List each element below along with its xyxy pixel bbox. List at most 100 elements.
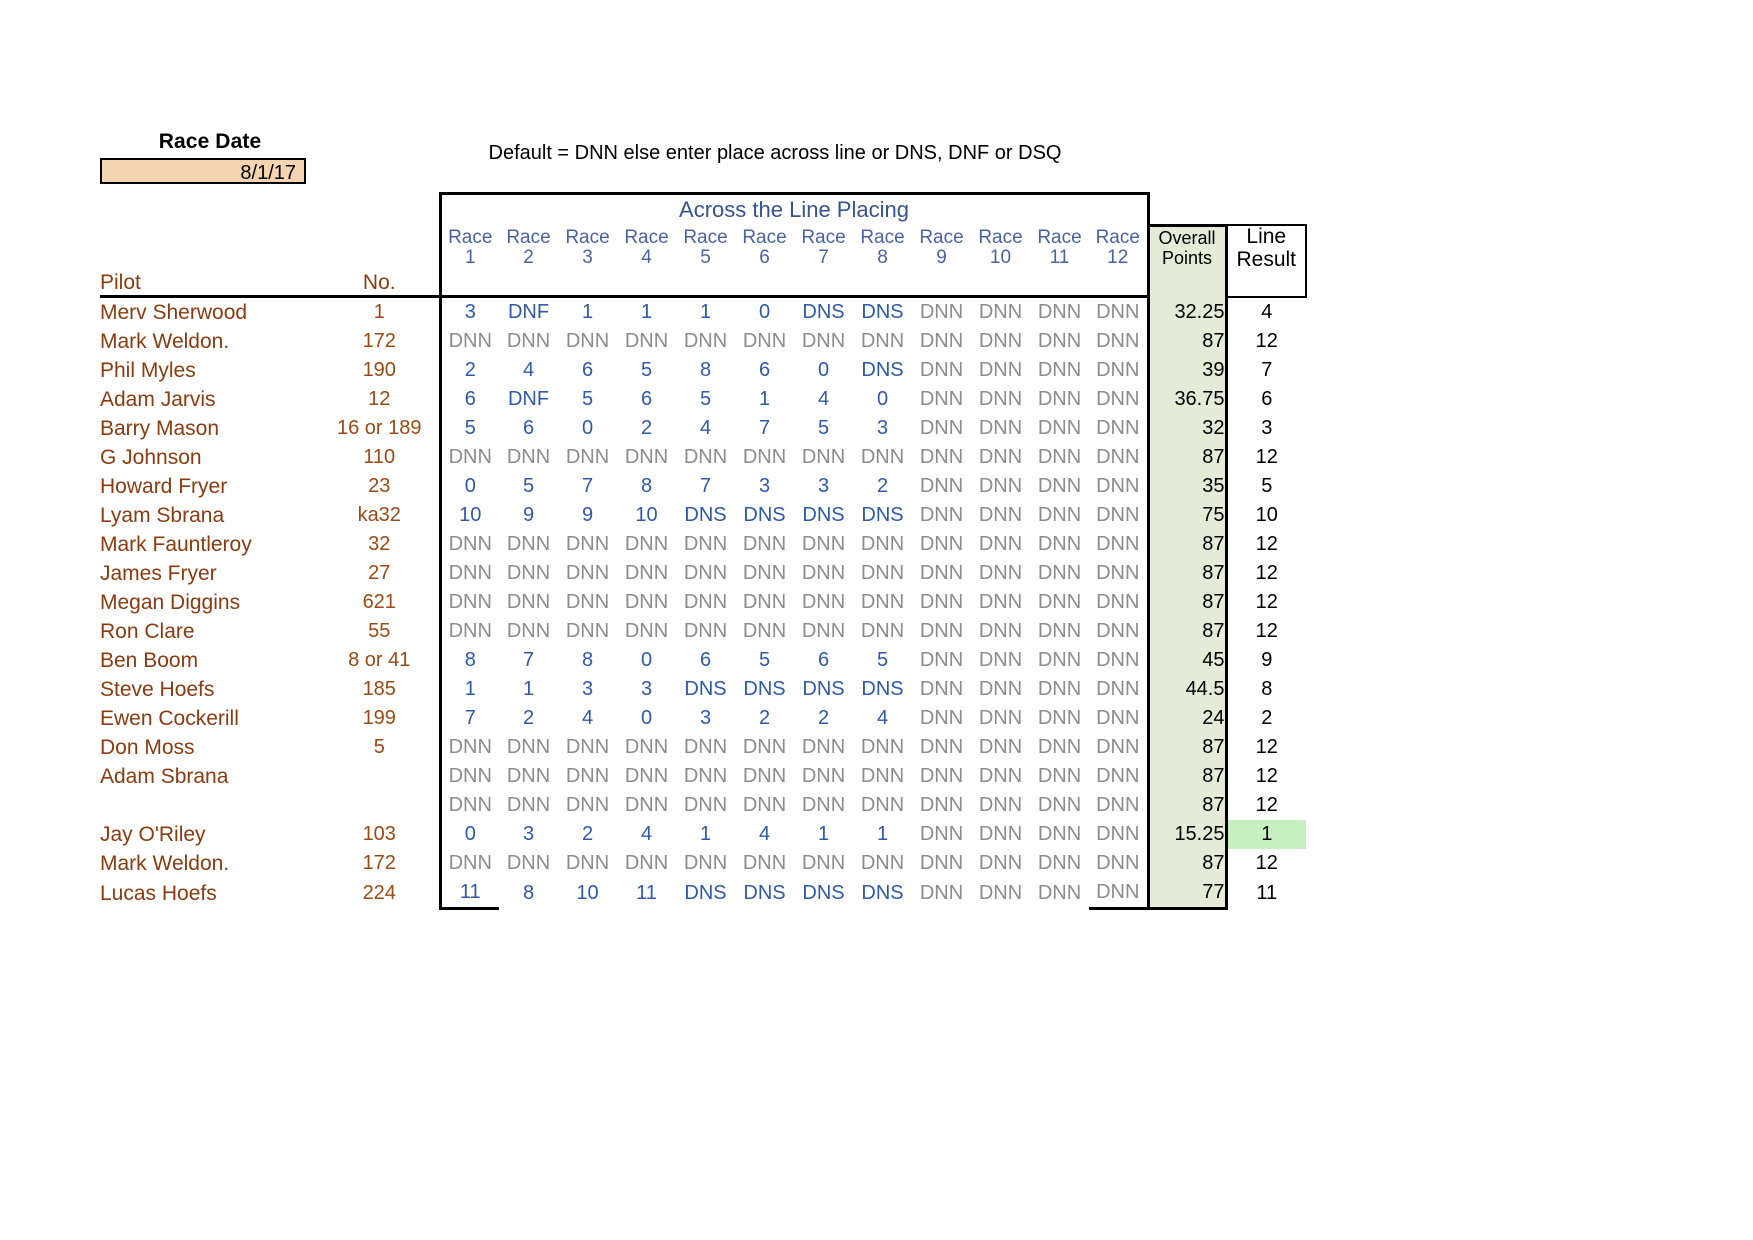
race-9-placing-cell[interactable]: DNN (919, 533, 964, 556)
race-1-placing-cell[interactable]: DNN (438, 849, 499, 879)
race-12-placing-cell[interactable]: DNN (1089, 820, 1150, 850)
race-8-placing-cell[interactable]: DNN (860, 330, 905, 353)
pilot-number-cell[interactable]: 55 (368, 620, 391, 643)
race-7-placing-cell[interactable]: DNN (801, 794, 846, 817)
race-8-placing-cell[interactable]: 2 (876, 475, 889, 498)
race-11-placing-cell[interactable]: DNN (1037, 736, 1082, 759)
race-6-placing-cell[interactable]: DNN (742, 330, 787, 353)
race-11-placing-cell[interactable]: DNN (1037, 446, 1082, 469)
race-10-placing-cell[interactable]: DNN (978, 794, 1023, 817)
race-7-placing-cell[interactable]: 1 (817, 823, 830, 846)
race-2-placing-cell[interactable]: DNN (506, 852, 551, 875)
race-6-placing-cell[interactable]: 3 (758, 475, 771, 498)
race-5-placing-cell[interactable]: DNS (684, 882, 727, 905)
pilot-number-cell[interactable]: 103 (362, 823, 396, 846)
race-2-placing-cell[interactable]: 9 (522, 504, 535, 527)
race-10-placing-cell[interactable]: DNN (978, 765, 1023, 788)
race-12-placing-cell[interactable]: DNN (1089, 296, 1150, 328)
race-8-placing-cell[interactable]: DNN (860, 591, 905, 614)
race-1-placing-cell[interactable]: 6 (438, 385, 499, 415)
pilot-number-cell[interactable]: 1 (373, 301, 385, 324)
race-1-placing-cell[interactable]: 11 (438, 878, 499, 911)
race-4-placing-cell[interactable]: 0 (640, 649, 653, 672)
race-10-placing-cell[interactable]: DNN (978, 678, 1023, 701)
race-11-placing-cell[interactable]: DNN (1037, 852, 1082, 875)
race-10-placing-cell[interactable]: DNN (978, 707, 1023, 730)
race-7-placing-cell[interactable]: DNS (802, 882, 845, 905)
race-8-placing-cell[interactable]: DNS (861, 504, 904, 527)
race-7-placing-cell[interactable]: DNN (801, 852, 846, 875)
pilot-number-cell[interactable]: 23 (368, 475, 391, 498)
race-7-placing-cell[interactable]: 4 (817, 388, 830, 411)
pilot-number-cell[interactable]: 621 (362, 591, 396, 614)
race-11-placing-cell[interactable]: DNN (1037, 359, 1082, 382)
pilot-name-cell[interactable]: Megan Diggins (100, 590, 241, 614)
race-5-placing-cell[interactable]: 3 (699, 707, 712, 730)
race-9-placing-cell[interactable]: DNN (919, 765, 964, 788)
race-6-placing-cell[interactable]: DNN (742, 765, 787, 788)
race-6-placing-cell[interactable]: DNS (743, 678, 786, 701)
race-9-placing-cell[interactable]: DNN (919, 417, 964, 440)
race-12-placing-cell[interactable]: DNN (1089, 675, 1150, 705)
race-2-placing-cell[interactable]: DNN (506, 533, 551, 556)
race-5-placing-cell[interactable]: 1 (699, 823, 712, 846)
pilot-name-cell[interactable]: James Fryer (100, 561, 217, 585)
race-3-placing-cell[interactable]: DNN (565, 330, 610, 353)
race-11-placing-cell[interactable]: DNN (1037, 649, 1082, 672)
race-10-placing-cell[interactable]: DNN (978, 882, 1023, 905)
race-3-placing-cell[interactable]: 0 (581, 417, 594, 440)
race-5-placing-cell[interactable]: DNN (683, 736, 728, 759)
race-5-placing-cell[interactable]: DNN (683, 533, 728, 556)
race-1-placing-cell[interactable]: 1 (438, 675, 499, 705)
race-2-placing-cell[interactable]: DNN (506, 794, 551, 817)
race-10-placing-cell[interactable]: DNN (978, 736, 1023, 759)
race-6-placing-cell[interactable]: 7 (758, 417, 771, 440)
race-2-placing-cell[interactable]: DNF (507, 388, 550, 411)
race-9-placing-cell[interactable]: DNN (919, 446, 964, 469)
race-4-placing-cell[interactable]: DNN (624, 446, 669, 469)
race-1-placing-cell[interactable]: 0 (438, 472, 499, 502)
race-5-placing-cell[interactable]: 6 (699, 649, 712, 672)
race-6-placing-cell[interactable]: DNN (742, 446, 787, 469)
race-1-placing-cell[interactable]: DNN (438, 617, 499, 647)
race-1-placing-cell[interactable]: DNN (438, 791, 499, 821)
race-8-placing-cell[interactable]: DNN (860, 794, 905, 817)
pilot-number-cell[interactable]: 199 (362, 707, 396, 730)
race-12-placing-cell[interactable]: DNN (1089, 472, 1150, 502)
pilot-name-cell[interactable]: G Johnson (100, 445, 202, 469)
race-4-placing-cell[interactable]: 10 (635, 504, 658, 527)
race-4-placing-cell[interactable]: DNN (624, 330, 669, 353)
race-8-placing-cell[interactable]: DNS (861, 359, 904, 382)
race-12-placing-cell[interactable]: DNN (1089, 704, 1150, 734)
race-4-placing-cell[interactable]: DNN (624, 533, 669, 556)
race-10-placing-cell[interactable]: DNN (978, 446, 1023, 469)
pilot-number-cell[interactable]: 5 (373, 736, 385, 759)
pilot-name-cell[interactable]: Mark Fauntleroy (100, 532, 252, 556)
race-5-placing-cell[interactable]: 1 (699, 301, 712, 324)
race-2-placing-cell[interactable]: 1 (522, 678, 535, 701)
race-4-placing-cell[interactable]: 4 (640, 823, 653, 846)
race-9-placing-cell[interactable]: DNN (919, 649, 964, 672)
race-9-placing-cell[interactable]: DNN (919, 736, 964, 759)
race-1-placing-cell[interactable]: 7 (438, 704, 499, 734)
pilot-name-cell[interactable]: Adam Sbrana (100, 764, 229, 788)
pilot-name-cell[interactable]: Howard Fryer (100, 474, 228, 498)
race-6-placing-cell[interactable]: DNN (742, 591, 787, 614)
pilot-number-cell[interactable]: 16 or 189 (336, 417, 422, 440)
race-2-placing-cell[interactable]: 8 (522, 882, 535, 905)
race-1-placing-cell[interactable]: 0 (438, 820, 499, 850)
race-1-placing-cell[interactable]: DNN (438, 762, 499, 792)
race-11-placing-cell[interactable]: DNN (1037, 533, 1082, 556)
race-7-placing-cell[interactable]: DNN (801, 591, 846, 614)
race-6-placing-cell[interactable]: DNN (742, 620, 787, 643)
race-3-placing-cell[interactable]: 4 (581, 707, 594, 730)
race-6-placing-cell[interactable]: 6 (758, 359, 771, 382)
race-5-placing-cell[interactable]: 5 (699, 388, 712, 411)
race-6-placing-cell[interactable]: 2 (758, 707, 771, 730)
race-4-placing-cell[interactable]: DNN (624, 562, 669, 585)
race-7-placing-cell[interactable]: DNN (801, 446, 846, 469)
pilot-number-cell[interactable]: 190 (362, 359, 396, 382)
race-8-placing-cell[interactable]: DNN (860, 765, 905, 788)
race-2-placing-cell[interactable]: DNN (506, 562, 551, 585)
race-4-placing-cell[interactable]: 3 (640, 678, 653, 701)
